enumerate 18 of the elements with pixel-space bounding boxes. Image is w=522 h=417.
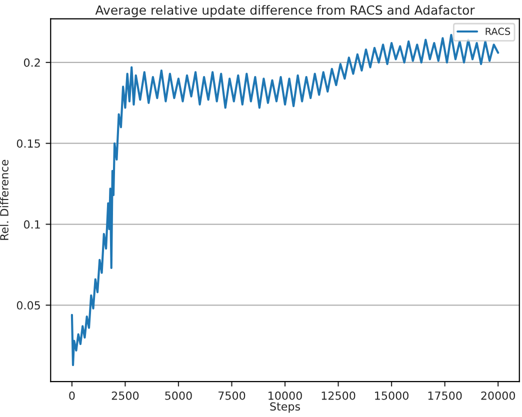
x-tick-label: 10000 bbox=[268, 391, 302, 400]
x-tick-label: 12500 bbox=[322, 391, 356, 400]
y-axis-title: Rel. Difference bbox=[0, 160, 8, 240]
y-tick-label: 0.05 bbox=[16, 301, 40, 310]
x-tick-label: 2500 bbox=[112, 391, 139, 400]
x-tick-label: 0 bbox=[69, 391, 75, 400]
x-tick-label: 5000 bbox=[165, 391, 192, 400]
x-tick-label: 20000 bbox=[481, 391, 516, 400]
line-series bbox=[70, 34, 500, 366]
x-axis-title: Steps bbox=[270, 402, 300, 413]
x-tick-label: 7500 bbox=[218, 391, 246, 400]
y-tick-label: 0.15 bbox=[16, 139, 40, 148]
y-tick-label: 0.1 bbox=[24, 220, 40, 229]
x-tick-label: 17500 bbox=[428, 391, 462, 400]
chart-title: Average relative update difference from RACS and Adafactor bbox=[95, 5, 475, 18]
x-tick-label: 15000 bbox=[375, 391, 408, 400]
legend-label: RACS bbox=[486, 28, 510, 36]
y-tick-label: 0.2 bbox=[24, 58, 40, 67]
